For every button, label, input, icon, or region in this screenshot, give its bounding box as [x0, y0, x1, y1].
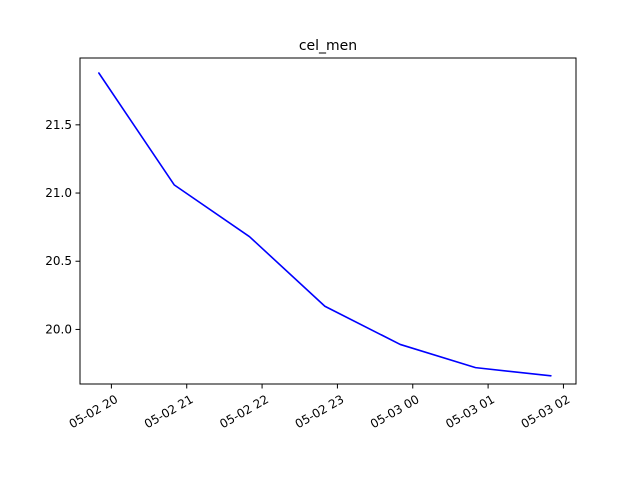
x-tick-label: 05-02 21	[142, 392, 196, 431]
plot-area	[98, 72, 552, 377]
y-axis: 20.0 20.5 21.0 21.5	[45, 118, 80, 336]
chart-title: cel_men	[299, 38, 357, 54]
x-tick-label: 05-03 02	[519, 392, 573, 431]
x-tick-label: 05-03 01	[443, 392, 497, 431]
x-tick-label: 05-02 20	[67, 392, 121, 431]
y-tick-label: 20.0	[45, 322, 72, 336]
x-tick-label: 05-03 00	[368, 392, 422, 431]
series-line	[98, 72, 552, 377]
axes-frame	[79, 57, 577, 385]
x-axis: 05-02 20 05-02 21 05-02 22 05-02 23 05-03 00…	[67, 384, 573, 431]
y-tick-label: 21.5	[45, 118, 72, 132]
y-tick-label: 20.5	[45, 254, 72, 268]
y-tick-label: 21.0	[45, 186, 72, 200]
x-tick-label: 05-02 22	[217, 392, 271, 431]
x-tick-label: 05-02 23	[293, 392, 347, 431]
